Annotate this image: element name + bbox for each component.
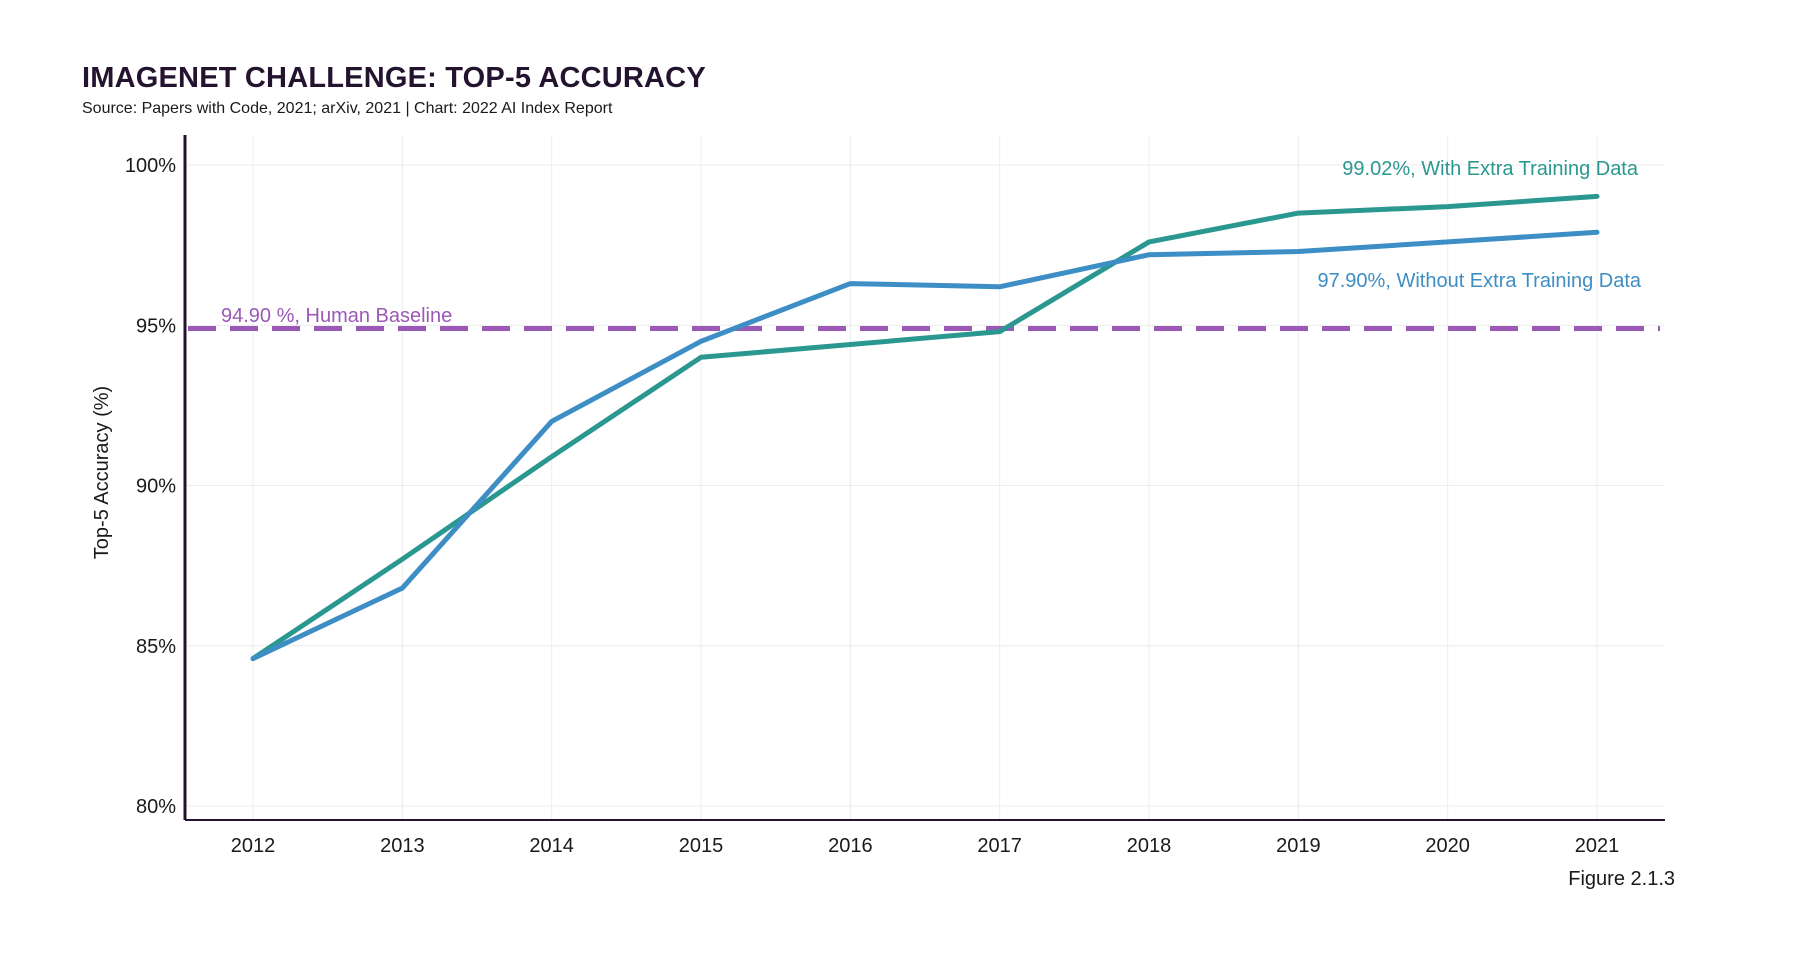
y-tick-labels: 80% 85% 90% 95% 100% (125, 155, 176, 818)
axes (183, 135, 1665, 821)
x-tick-label: 2015 (679, 835, 724, 857)
x-tick-label: 2019 (1276, 835, 1321, 857)
x-tick-labels: 2012 2013 2014 2015 2016 2017 2018 2019 2020 2021 (231, 835, 1620, 857)
figure-label: Figure 2.1.3 (1568, 868, 1675, 890)
x-tick-label: 2018 (1127, 835, 1172, 857)
annotations: 99.02%, With Extra Training Data 97.90%, … (221, 158, 1642, 327)
annotation-with-extra: 99.02%, With Extra Training Data (1342, 158, 1639, 180)
annotation-without-extra: 97.90%, Without Extra Training Data (1318, 270, 1642, 292)
x-tick-label: 2017 (977, 835, 1022, 857)
annotation-baseline: 94.90 %, Human Baseline (221, 305, 452, 327)
x-tick-label: 2013 (380, 835, 425, 857)
y-tick-label: 95% (136, 315, 176, 337)
grid-lines (185, 135, 1665, 820)
x-tick-label: 2020 (1425, 835, 1470, 857)
y-tick-label: 85% (136, 636, 176, 658)
y-tick-label: 100% (125, 155, 176, 177)
y-tick-label: 80% (136, 796, 176, 818)
y-tick-label: 90% (136, 476, 176, 498)
x-tick-label: 2012 (231, 835, 276, 857)
y-axis-title: Top-5 Accuracy (%) (91, 386, 113, 559)
chart-title: IMAGENET CHALLENGE: TOP-5 ACCURACY (82, 62, 706, 94)
series-line-with-extra (250, 193, 1600, 662)
series-line-without-extra (250, 229, 1600, 662)
x-tick-label: 2014 (529, 835, 574, 857)
x-tick-label: 2021 (1575, 835, 1620, 857)
x-tick-label: 2016 (828, 835, 873, 857)
series-lines (250, 193, 1600, 662)
chart-subtitle: Source: Papers with Code, 2021; arXiv, 2… (82, 100, 613, 117)
